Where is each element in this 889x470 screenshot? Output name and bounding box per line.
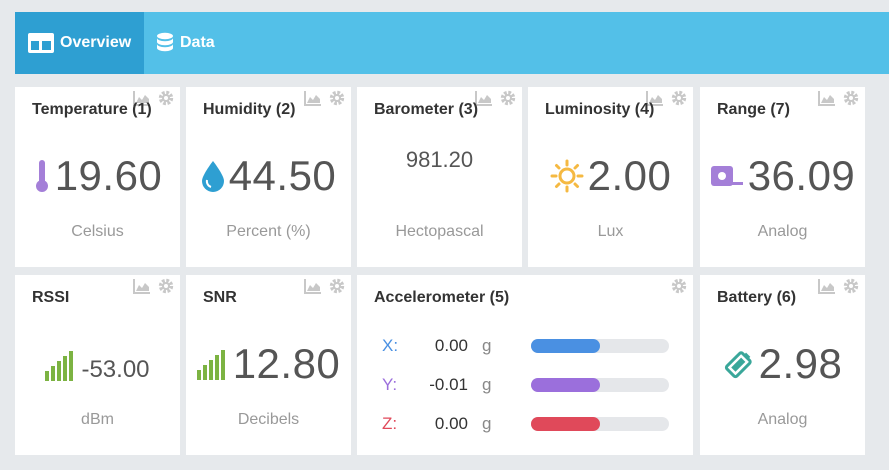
barometer-card: Barometer (3) 981.20 Hectopascal: [357, 87, 522, 267]
chart-icon[interactable]: [304, 90, 322, 106]
battery-value: 2.98: [758, 340, 843, 387]
axis-unit: g: [482, 414, 492, 433]
card-title: RSSI: [32, 289, 70, 306]
card-title: Barometer (3): [374, 101, 479, 118]
snr-value: 12.80: [232, 340, 341, 387]
card-title: Luminosity (4): [545, 101, 655, 118]
battery-icon: [724, 351, 752, 379]
chart-icon[interactable]: [818, 278, 836, 294]
chart-icon[interactable]: [133, 90, 151, 106]
temperature-value: 19.60: [54, 152, 163, 199]
unit-label: dBm: [81, 411, 114, 428]
gear-icon[interactable]: [157, 278, 175, 294]
accelerometer-card: Accelerometer (5) X: 0.00 g Y: -0.01 g Z…: [357, 275, 693, 455]
accel-row-x: X: 0.00 g: [382, 334, 491, 358]
accel-bar-x: [531, 339, 669, 353]
database-icon: [157, 32, 173, 52]
gear-icon[interactable]: [670, 278, 688, 294]
axis-label: X:: [382, 336, 399, 355]
axis-value: -0.01: [429, 375, 468, 394]
axis-value: 0.00: [434, 414, 468, 433]
axis-unit: g: [482, 336, 492, 355]
accel-bar-fill: [531, 339, 600, 353]
humidity-card: Humidity (2) 44.50 Percent (%): [186, 87, 351, 267]
chart-icon[interactable]: [133, 278, 151, 294]
gear-icon[interactable]: [499, 90, 517, 106]
temperature-card: Temperature (1) 19.60 Celsius: [15, 87, 180, 267]
accel-bar-z: [531, 417, 669, 431]
range-card: Range (7) 36.09 Analog: [700, 87, 865, 267]
card-title: SNR: [203, 289, 237, 306]
tab-data[interactable]: Data: [144, 12, 234, 74]
accel-row-z: Z: 0.00 g: [382, 412, 491, 436]
card-title: Battery (6): [717, 289, 797, 306]
axis-label: Z:: [382, 414, 398, 433]
tab-data-label: Data: [180, 34, 215, 51]
top-navbar: Overview Data: [15, 12, 889, 74]
unit-label: Analog: [757, 223, 808, 240]
chart-icon[interactable]: [475, 90, 493, 106]
sun-icon: [550, 159, 584, 193]
chart-icon[interactable]: [304, 278, 322, 294]
barometer-value: 981.20: [405, 147, 474, 172]
snr-card: SNR 12.80 Decibels: [186, 275, 351, 455]
rssi-value: -53.00: [81, 356, 150, 383]
accel-bar-fill: [531, 378, 600, 392]
luminosity-card: Luminosity (4) 2.00 Lux: [528, 87, 693, 267]
chart-icon[interactable]: [818, 90, 836, 106]
card-title: Accelerometer (5): [374, 289, 510, 306]
tape-measure-icon: [710, 166, 743, 186]
humidity-value: 44.50: [228, 152, 337, 199]
card-title: Humidity (2): [203, 101, 296, 118]
unit-label: Analog: [757, 411, 808, 428]
range-value: 36.09: [747, 152, 856, 199]
unit-label: Celsius: [71, 223, 124, 240]
unit-label: Lux: [597, 223, 624, 240]
battery-card: Battery (6) 2.98 Analog: [700, 275, 865, 455]
tab-overview-label: Overview: [60, 34, 132, 51]
unit-label: Percent (%): [226, 223, 311, 240]
accel-row-y: Y: -0.01 g: [382, 373, 491, 397]
axis-value: 0.00: [434, 336, 468, 355]
thermometer-icon: [35, 160, 48, 192]
axis-label: Y:: [382, 375, 398, 394]
dashboard-icon: [28, 33, 54, 53]
accel-bar-fill: [531, 417, 600, 431]
gear-icon[interactable]: [157, 90, 175, 106]
accel-bar-y: [531, 378, 669, 392]
card-title: Temperature (1): [32, 101, 152, 118]
unit-label: Decibels: [237, 411, 300, 428]
card-title: Range (7): [717, 101, 790, 118]
gear-icon[interactable]: [670, 90, 688, 106]
signal-bars-icon: [45, 351, 74, 381]
gear-icon[interactable]: [842, 90, 860, 106]
chart-icon[interactable]: [646, 90, 664, 106]
gear-icon[interactable]: [842, 278, 860, 294]
luminosity-value: 2.00: [587, 152, 672, 199]
gear-icon[interactable]: [328, 278, 346, 294]
axis-unit: g: [482, 375, 492, 394]
water-drop-icon: [201, 161, 224, 192]
unit-label: Hectopascal: [395, 223, 484, 240]
tab-overview[interactable]: Overview: [15, 12, 144, 74]
signal-bars-icon: [196, 350, 225, 380]
gear-icon[interactable]: [328, 90, 346, 106]
rssi-card: RSSI -53.00 dBm: [15, 275, 180, 455]
